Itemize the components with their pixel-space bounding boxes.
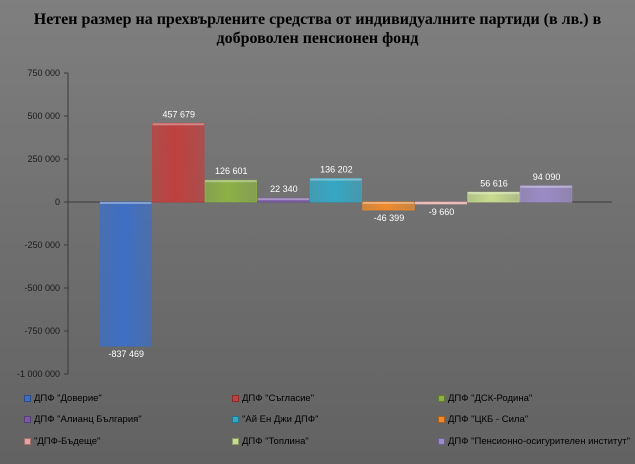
data-label: 94 090 [533, 172, 561, 182]
legend-label: ДПФ "ДСК-Родина" [448, 393, 533, 404]
legend-item: ДПФ "Съгласие" [232, 393, 314, 404]
legend-label: ДПФ "Доверие" [34, 393, 102, 404]
bar [257, 197, 310, 203]
bar [152, 122, 205, 203]
bar-highlight [362, 202, 415, 204]
chart-title: Нетен размер на прехвърлените средства о… [0, 10, 635, 48]
legend-label: ДПФ "Алианц България" [34, 414, 142, 425]
legend-item: ДПФ "ЦКБ - Сила" [438, 414, 528, 425]
bar-highlight [205, 180, 257, 183]
legend-item: ДПФ "Доверие" [24, 393, 102, 404]
legend-label: "ДПФ-Бъдеще" [34, 436, 101, 447]
bar-highlight [467, 192, 520, 195]
y-tick-label: -1 000 000 [17, 369, 60, 379]
legend-swatch [24, 395, 31, 402]
y-tick-label: 500 000 [27, 111, 60, 121]
data-label: -46 399 [374, 213, 405, 223]
y-tick-label: 0 [55, 197, 60, 207]
bar-highlight [152, 123, 204, 126]
legend-swatch [232, 395, 239, 402]
legend-item: ДПФ "Пенсионно-осигурителен институт" [438, 436, 630, 447]
bar [414, 201, 468, 205]
legend-item: ДПФ "Топлина" [232, 436, 309, 447]
legend-swatch [24, 438, 31, 445]
legend-swatch [232, 438, 239, 445]
legend-item: "ДПФ-Бъдеще" [24, 436, 100, 447]
legend-label: ДПФ "Топлина" [242, 436, 309, 447]
y-tick-label: -750 000 [24, 326, 60, 336]
legend-label: ДПФ "Съгласие" [242, 393, 315, 404]
bar [362, 201, 415, 211]
bar-highlight [520, 185, 572, 188]
bar [519, 185, 573, 203]
legend-item: ДПФ "ДСК-Родина" [438, 393, 532, 404]
bar-highlight [100, 202, 152, 204]
y-tick-label: 750 000 [27, 68, 60, 78]
data-label: -837 469 [108, 349, 144, 359]
data-label: -9 660 [429, 207, 455, 217]
legend-swatch [438, 438, 445, 445]
bar-highlight [257, 198, 310, 201]
y-tick-label: -500 000 [24, 283, 60, 293]
legend-label: ДПФ "ЦКБ - Сила" [448, 414, 529, 425]
bar [99, 201, 152, 347]
y-tick-label: 250 000 [27, 154, 60, 164]
legend-swatch [438, 395, 445, 402]
legend-swatch [232, 416, 239, 423]
data-label: 56 616 [480, 178, 508, 188]
y-tick-label: -250 000 [24, 240, 60, 250]
legend-label: "Ай Ен Джи ДПФ" [242, 414, 319, 425]
legend-item: ДПФ "Алианц България" [24, 414, 142, 425]
chart-title-line-1: Нетен размер на прехвърлените средства о… [33, 11, 602, 28]
bar-highlight [415, 202, 467, 204]
legend-label: ДПФ "Пенсионно-осигурителен институт" [448, 436, 630, 447]
legend-swatch [438, 416, 445, 423]
bar-highlight [310, 178, 362, 181]
bar [467, 191, 520, 203]
chart-title-line-2: доброволен пенсионен фонд [216, 30, 419, 47]
data-label: 22 340 [270, 184, 298, 194]
data-label: 126 601 [215, 166, 248, 176]
legend-item: "Ай Ен Джи ДПФ" [232, 414, 318, 425]
data-label: 136 202 [320, 165, 353, 175]
bar [204, 179, 257, 203]
legend-swatch [24, 416, 31, 423]
data-label: 457 679 [162, 109, 195, 119]
bar [309, 178, 363, 203]
